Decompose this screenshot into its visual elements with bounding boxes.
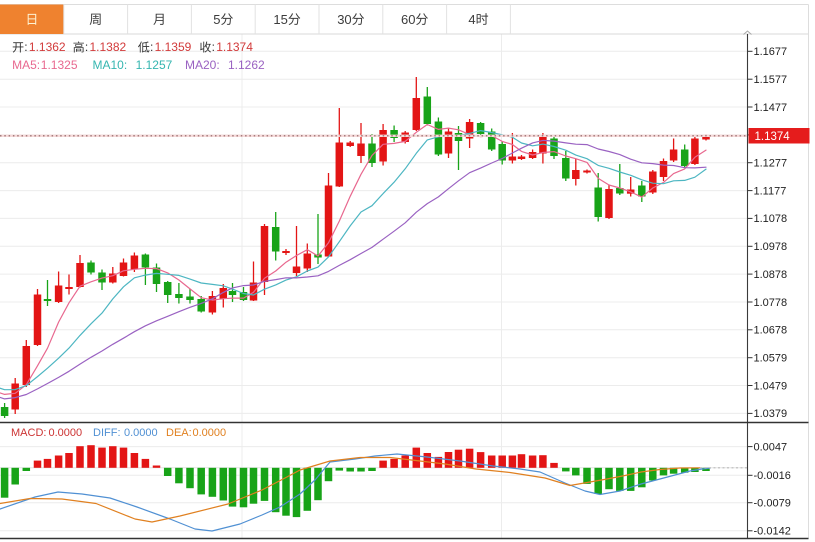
svg-text:1.0778: 1.0778 [754, 297, 788, 309]
svg-text:1.0479: 1.0479 [754, 380, 788, 392]
svg-text:0.0000: 0.0000 [193, 427, 227, 439]
svg-text:1.1362: 1.1362 [29, 40, 66, 54]
svg-text:1.1257: 1.1257 [136, 58, 173, 72]
svg-text:5: 5 [213, 12, 220, 27]
svg-text:MACD:: MACD: [11, 427, 46, 439]
svg-text:MA20:: MA20: [185, 58, 220, 72]
svg-text:DIFF:: DIFF: [93, 427, 121, 439]
svg-text:0.0047: 0.0047 [754, 441, 788, 453]
svg-text::: : [212, 40, 215, 54]
svg-text:1.1359: 1.1359 [155, 40, 192, 54]
svg-text:1.0678: 1.0678 [754, 325, 788, 337]
svg-text:30: 30 [337, 12, 351, 27]
svg-text:1.1477: 1.1477 [754, 102, 788, 114]
svg-text:4: 4 [468, 12, 475, 27]
svg-text:15: 15 [273, 12, 287, 27]
svg-text:DEA:: DEA: [166, 427, 192, 439]
svg-text::: : [85, 40, 88, 54]
svg-text:0.0000: 0.0000 [124, 427, 158, 439]
svg-text:60: 60 [401, 12, 415, 27]
svg-text:1.1374: 1.1374 [755, 131, 791, 143]
svg-text:1.1177: 1.1177 [754, 185, 787, 197]
svg-text:1.1325: 1.1325 [41, 58, 78, 72]
svg-text:1.1374: 1.1374 [216, 40, 253, 54]
svg-text:0.0000: 0.0000 [49, 427, 83, 439]
svg-text:1.0978: 1.0978 [754, 241, 788, 253]
svg-text:1.1078: 1.1078 [754, 213, 788, 225]
svg-text::: : [150, 40, 153, 54]
svg-text:1.1262: 1.1262 [228, 58, 265, 72]
svg-text:1.0379: 1.0379 [754, 408, 788, 420]
svg-text:-0.0079: -0.0079 [754, 498, 791, 510]
svg-text:1.1577: 1.1577 [754, 74, 788, 86]
svg-text:1.0579: 1.0579 [754, 353, 788, 365]
svg-text:1.1677: 1.1677 [754, 46, 788, 58]
svg-text:1.1277: 1.1277 [754, 158, 788, 170]
svg-text:MA5:: MA5: [12, 58, 40, 72]
svg-text:-0.0016: -0.0016 [754, 470, 791, 482]
svg-text::: : [24, 40, 27, 54]
svg-text:1.1382: 1.1382 [90, 40, 127, 54]
svg-text:MA10:: MA10: [93, 58, 128, 72]
svg-text:1.0878: 1.0878 [754, 269, 788, 281]
svg-text:-0.0142: -0.0142 [754, 526, 791, 538]
